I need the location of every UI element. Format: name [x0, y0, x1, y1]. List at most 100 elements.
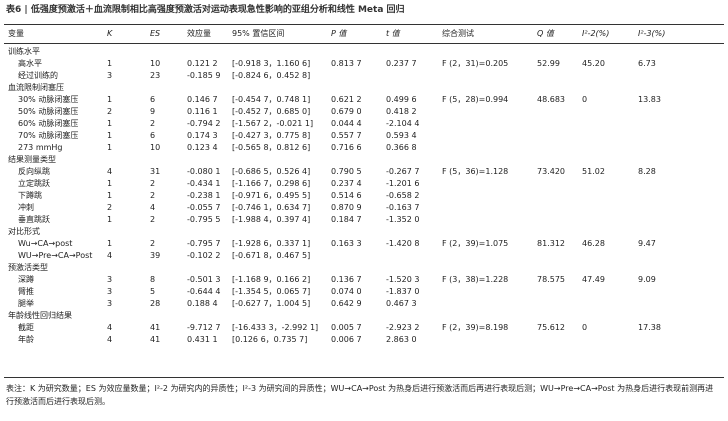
table-cell: 48.683: [537, 95, 565, 104]
table-cell: 47.49: [582, 275, 605, 284]
table-cell: 0.136 7: [331, 275, 362, 284]
table-cell: F (3，38)=1.228: [442, 275, 509, 284]
table-cell: [-0.627 7，1.004 5]: [232, 299, 311, 308]
table-cell: 0: [582, 95, 588, 104]
table-cell: -0.102 2: [187, 251, 221, 260]
table-cell: 50% 动脉闭塞压: [18, 107, 79, 116]
table-cell: 0.116 1: [187, 107, 218, 116]
table-cell: 下蹲跳: [18, 191, 42, 200]
table-cell: -0.795 7: [187, 239, 221, 248]
table-cell: 年龄: [18, 335, 34, 344]
table-cell: 0.366 8: [386, 143, 417, 152]
table-cell: 75.612: [537, 323, 565, 332]
table-cell: 0.006 7: [331, 335, 362, 344]
table-cell: 4: [107, 335, 113, 344]
table-cell: [0.126 6，0.735 7]: [232, 335, 308, 344]
table-cell: 0.074 0: [331, 287, 362, 296]
table-title: 表6 | 低强度预激活＋血流限制相比高强度预激活对运动表现急性影响的亚组分析和线…: [6, 5, 405, 15]
table-cell: 臂推: [18, 287, 34, 296]
table-cell: [-0.671 8，0.467 5]: [232, 251, 311, 260]
table-cell: -0.794 2: [187, 119, 221, 128]
table-cell: 0.174 3: [187, 131, 218, 140]
table-cell: 0.621 2: [331, 95, 362, 104]
table-cell: [-0.746 1，0.634 7]: [232, 203, 311, 212]
table-cell: [-1.567 2，-0.021 1]: [232, 119, 314, 128]
table-cell: 5: [150, 287, 156, 296]
table-cell: 28: [150, 299, 161, 308]
table-cell: 39: [150, 251, 161, 260]
table-cell: 73.420: [537, 167, 565, 176]
table-cell: 6: [150, 95, 156, 104]
table-cell: [-1.928 6，0.337 1]: [232, 239, 311, 248]
table-cell: [-0.824 6，0.452 8]: [232, 71, 311, 80]
table-cell: 0.813 7: [331, 59, 362, 68]
table-cell: -1.837 0: [386, 287, 420, 296]
table-cell: 2: [150, 119, 156, 128]
table-cell: 8: [150, 275, 156, 284]
table-cell: 52.99: [537, 59, 560, 68]
table-cell: 2: [107, 203, 113, 212]
table-cell: [-0.565 8，0.812 6]: [232, 143, 311, 152]
table-cell: 70% 动脉闭塞压: [18, 131, 79, 140]
table-cell: 0.237 4: [331, 179, 362, 188]
table-cell: 2: [150, 215, 156, 224]
table-cell: -0.644 4: [187, 287, 221, 296]
top-rule: [4, 24, 724, 25]
table-cell: WU→Pre→CA→Post: [18, 251, 93, 260]
table-cell: 41: [150, 335, 161, 344]
table-cell: [-0.427 3，0.775 8]: [232, 131, 311, 140]
table-cell: [-1.168 9，0.166 2]: [232, 275, 311, 284]
table-cell: 3: [107, 299, 113, 308]
table-cell: [-1.166 7，0.298 6]: [232, 179, 311, 188]
table-cell: 3: [107, 275, 113, 284]
table-cell: -2.923 2: [386, 323, 420, 332]
table-cell: 3: [107, 71, 113, 80]
header-cell: 变量: [8, 29, 24, 38]
table-cell: 9.47: [638, 239, 656, 248]
table-cell: F (5，36)=1.128: [442, 167, 509, 176]
table-cell: F (5，28)=0.994: [442, 95, 509, 104]
group-label: 年龄线性回归结果: [8, 311, 72, 320]
table-cell: 0.467 3: [386, 299, 417, 308]
table-cell: 23: [150, 71, 161, 80]
table-cell: -9.712 7: [187, 323, 221, 332]
header-cell: t 值: [386, 29, 400, 38]
table-cell: 0.005 7: [331, 323, 362, 332]
table-cell: 0.146 7: [187, 95, 218, 104]
table-cell: [-0.918 3，1.160 6]: [232, 59, 311, 68]
table-cell: 1: [107, 95, 113, 104]
header-cell: 综合测试: [442, 29, 474, 38]
table-cell: 60% 动脉闭塞压: [18, 119, 79, 128]
table-cell: 30% 动脉闭塞压: [18, 95, 79, 104]
table-cell: 0: [582, 323, 588, 332]
table-cell: -0.055 7: [187, 203, 221, 212]
table-cell: -0.658 2: [386, 191, 420, 200]
table-cell: [-0.971 6，0.495 5]: [232, 191, 311, 200]
table-cell: 0.679 0: [331, 107, 362, 116]
table-cell: 81.312: [537, 239, 565, 248]
table-cell: 31: [150, 167, 161, 176]
table-cell: -1.352 0: [386, 215, 420, 224]
table-cell: 0.716 6: [331, 143, 362, 152]
header-rule: [4, 43, 724, 44]
table-cell: 6.73: [638, 59, 656, 68]
table-cell: 17.38: [638, 323, 661, 332]
table-cell: [-0.686 5，0.526 4]: [232, 167, 311, 176]
group-label: 血流限制闭塞压: [8, 83, 64, 92]
table-cell: Wu→CA→post: [18, 239, 73, 248]
table-cell: [-0.452 7，0.685 0]: [232, 107, 311, 116]
table-cell: 0.163 3: [331, 239, 362, 248]
table-cell: 2: [150, 239, 156, 248]
header-cell: 95% 置信区间: [232, 29, 285, 38]
table-cell: 6: [150, 131, 156, 140]
table-cell: 13.83: [638, 95, 661, 104]
table-cell: 10: [150, 59, 161, 68]
header-cell: 效应量: [187, 29, 211, 38]
table-cell: 0.418 2: [386, 107, 417, 116]
table-cell: 高水平: [18, 59, 42, 68]
table-cell: 1: [107, 239, 113, 248]
table-cell: 1: [107, 179, 113, 188]
table-cell: 冲刺: [18, 203, 34, 212]
table-cell: 9: [150, 107, 156, 116]
